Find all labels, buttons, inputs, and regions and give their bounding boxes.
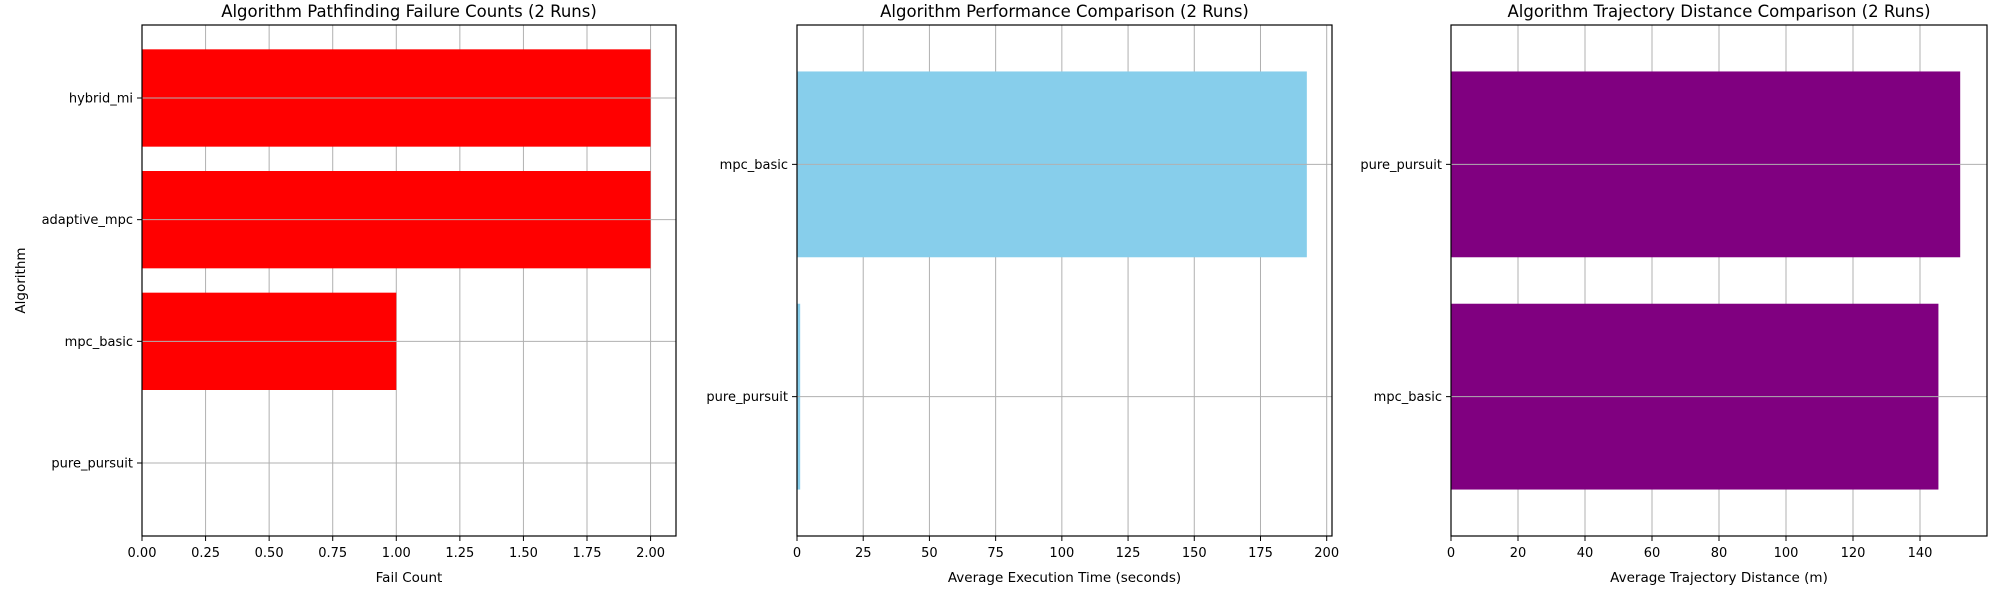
x-tick-label: 50 <box>921 546 938 561</box>
x-tick-label: 0.50 <box>255 546 284 561</box>
x-tick-label: 175 <box>1248 546 1273 561</box>
x-axis-label: Fail Count <box>376 570 443 586</box>
x-tick-label: 80 <box>1711 546 1728 561</box>
x-tick-label: 0.75 <box>318 546 347 561</box>
trajectory-distance-chart: 0 20 40 60 80 100 120 140 mpc_basic pure_pursuit A… <box>1360 2 1988 586</box>
x-axis-label: Average Trajectory Distance (m) <box>1610 570 1828 586</box>
x-tick-label: 200 <box>1314 546 1339 561</box>
x-tick-label: 125 <box>1116 546 1141 561</box>
failure-count-chart: 0.00 0.25 0.50 0.75 1.00 1.25 1.50 1.75 2.00 pure… <box>13 2 677 586</box>
x-tick-label: 150 <box>1182 546 1207 561</box>
x-tick-label: 140 <box>1908 546 1933 561</box>
axes-frame <box>141 24 677 537</box>
chart-title: Algorithm Trajectory Distance Comparison… <box>1507 2 1930 21</box>
x-tick-label: 2.00 <box>636 546 665 561</box>
x-tick-label: 40 <box>1577 546 1594 561</box>
y-tick-label: hybrid_mi <box>69 92 133 107</box>
x-tick-label: 120 <box>1841 546 1866 561</box>
x-tick-label: 100 <box>1774 546 1799 561</box>
x-tick-label: 0.00 <box>128 546 157 561</box>
y-tick-label: mpc_basic <box>720 158 788 173</box>
chart-title: Algorithm Pathfinding Failure Counts (2 … <box>221 2 597 21</box>
y-axis-label: Algorithm <box>13 247 29 313</box>
x-tick-label: 100 <box>1049 546 1074 561</box>
x-tick-label: 0 <box>1447 546 1455 561</box>
x-tick-label: 75 <box>987 546 1004 561</box>
y-tick-label: adaptive_mpc <box>42 213 133 228</box>
x-tick-label: 25 <box>855 546 872 561</box>
y-tick-label: mpc_basic <box>65 335 133 350</box>
x-tick-label: 1.50 <box>509 546 538 561</box>
x-tick-label: 20 <box>1510 546 1527 561</box>
x-tick-label: 1.00 <box>382 546 411 561</box>
x-axis-label: Average Execution Time (seconds) <box>948 570 1181 586</box>
x-tick-label: 1.25 <box>445 546 474 561</box>
execution-time-chart: 0 25 50 75 100 125 150 175 200 pure_pursuit mpc_ba… <box>706 2 1339 586</box>
x-tick-label: 0.25 <box>191 546 220 561</box>
y-tick-label: pure_pursuit <box>1360 158 1442 173</box>
axes-frame <box>796 24 1333 537</box>
y-tick-label: mpc_basic <box>1374 390 1442 405</box>
y-tick-label: pure_pursuit <box>706 390 788 405</box>
x-tick-label: 60 <box>1644 546 1661 561</box>
chart-title: Algorithm Performance Comparison (2 Runs… <box>880 2 1249 21</box>
x-tick-label: 0 <box>793 546 801 561</box>
y-tick-label: pure_pursuit <box>51 457 133 472</box>
axes-frame <box>1450 24 1988 537</box>
x-tick-label: 1.75 <box>573 546 602 561</box>
